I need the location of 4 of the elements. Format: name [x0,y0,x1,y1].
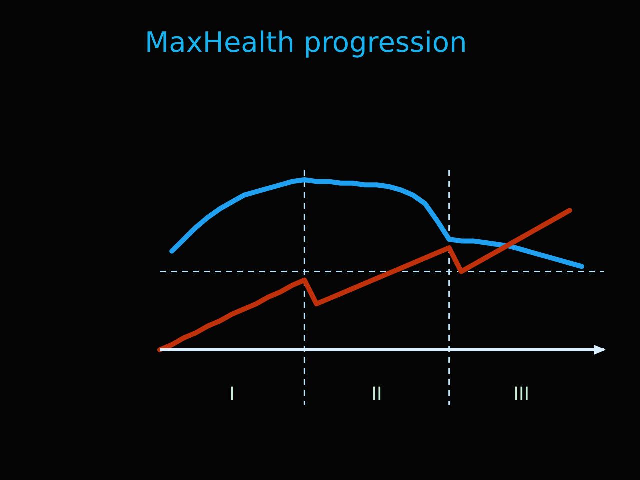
chart-title: MaxHealth progression [145,26,468,59]
x-tick-label: III [514,384,530,405]
x-tick-label: II [372,384,382,405]
x-tick-label: I [230,384,235,405]
